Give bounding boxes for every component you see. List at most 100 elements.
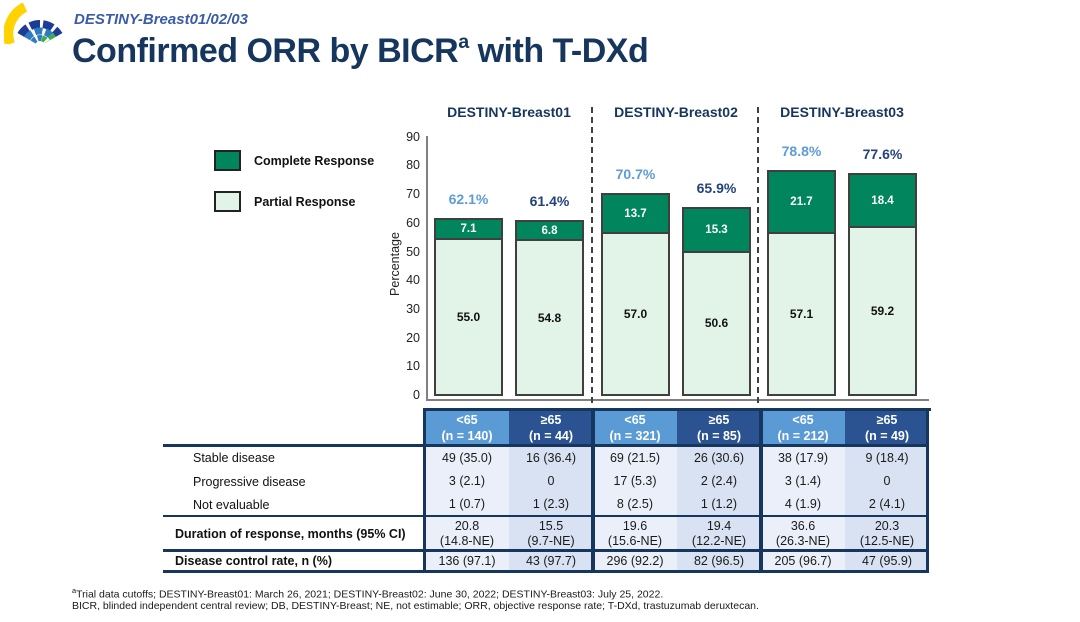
table-cell: 8 (2.5) bbox=[593, 493, 677, 516]
cell-line: (26.3-NE) bbox=[775, 533, 831, 548]
table-cell: 43 (97.7) bbox=[509, 552, 593, 571]
cr-value-label: 6.8 bbox=[541, 224, 558, 237]
page-title: Confirmed ORR by BICRa with T-DXd bbox=[72, 31, 649, 71]
y-tick-label: 70 bbox=[406, 187, 420, 202]
table-cell: 20.8 (14.8-NE) bbox=[425, 516, 509, 551]
age-group-label: ≥65 bbox=[876, 413, 898, 427]
x-axis-line bbox=[426, 399, 929, 401]
partial-response-segment: 50.6 bbox=[684, 253, 749, 394]
y-tick-label: 10 bbox=[406, 359, 420, 374]
stacked-bar: 13.7 57.0 bbox=[601, 193, 670, 396]
table-cell: 38 (17.9) bbox=[761, 446, 845, 470]
pr-value-label: 57.0 bbox=[623, 307, 648, 322]
table-cell: 20.3 (12.5-NE) bbox=[845, 516, 929, 551]
table-cell: 9 (18.4) bbox=[845, 446, 929, 470]
footnote-abbreviations: BICR, blinded independent central review… bbox=[72, 600, 759, 612]
table-border bbox=[591, 408, 595, 573]
y-tick-label: 60 bbox=[406, 215, 420, 230]
table-cell: 19.6 (15.6-NE) bbox=[593, 516, 677, 551]
cell-line: (12.5-NE) bbox=[859, 533, 915, 548]
group-separator-line bbox=[757, 107, 759, 403]
table-cell: 26 (30.6) bbox=[677, 446, 761, 470]
study-header: DESTINY-Breast01 bbox=[447, 104, 571, 120]
table-cell: 15.5 (9.7-NE) bbox=[509, 516, 593, 551]
table-cell: 19.4 (12.2-NE) bbox=[677, 516, 761, 551]
pr-value-label: 57.1 bbox=[789, 307, 814, 322]
table-age-header: <65 (n = 321) bbox=[593, 410, 677, 446]
table-rule bbox=[423, 408, 931, 411]
table-cell: 0 bbox=[509, 470, 593, 493]
footnote-text: BICR, blinded independent central review… bbox=[72, 600, 759, 612]
table-cell: 0 bbox=[845, 470, 929, 493]
orr-percentage-label: 70.7% bbox=[615, 166, 656, 183]
study-header: DESTINY-Breast03 bbox=[780, 104, 904, 120]
table-row-label: Duration of response, months (95% CI) bbox=[165, 516, 423, 551]
orr-percentage-label: 78.8% bbox=[781, 142, 822, 159]
cell-line: 20.3 bbox=[874, 518, 900, 533]
age-group-label: <65 bbox=[624, 413, 646, 427]
table-border bbox=[925, 408, 929, 573]
title-main: Confirmed ORR by BICR bbox=[72, 32, 459, 70]
partial-response-segment: 54.8 bbox=[517, 241, 582, 394]
y-tick-label: 30 bbox=[406, 301, 420, 316]
title-rest: with T-DXd bbox=[468, 32, 649, 70]
table-cell: 36.6 (26.3-NE) bbox=[761, 516, 845, 551]
table-cell: 3 (1.4) bbox=[761, 470, 845, 493]
sample-size-label: (n = 49) bbox=[864, 429, 910, 443]
y-tick-label: 0 bbox=[413, 388, 420, 402]
table-border bbox=[423, 408, 426, 573]
partial-response-swatch-icon bbox=[214, 191, 241, 212]
cr-value-label: 15.3 bbox=[705, 223, 728, 236]
pr-value-label: 59.2 bbox=[870, 304, 895, 319]
stacked-bar: 6.8 54.8 bbox=[515, 219, 584, 396]
legend-item-partial-response: Partial Response bbox=[214, 191, 355, 212]
table-rule bbox=[163, 549, 929, 552]
table-cell: 4 (1.9) bbox=[761, 493, 845, 516]
table-cell: 82 (96.5) bbox=[677, 552, 761, 571]
table-age-header: <65 (n = 140) bbox=[425, 410, 509, 446]
stacked-bar: 18.4 59.2 bbox=[848, 173, 917, 396]
y-tick-label: 50 bbox=[406, 244, 420, 259]
complete-response-segment: 21.7 bbox=[769, 171, 834, 235]
age-group-label: ≥65 bbox=[540, 413, 562, 427]
table-rule bbox=[163, 514, 929, 517]
legend-label: Complete Response bbox=[254, 153, 375, 168]
table-row-label: Stable disease bbox=[165, 446, 423, 470]
sample-size-label: (n = 140) bbox=[441, 429, 493, 443]
legend-item-complete-response: Complete Response bbox=[214, 150, 374, 171]
legend-label: Partial Response bbox=[254, 194, 356, 209]
partial-response-segment: 57.0 bbox=[603, 234, 668, 394]
complete-response-segment: 6.8 bbox=[517, 221, 582, 242]
footnote-text: Trial data cutoffs; DESTINY-Breast01: Ma… bbox=[76, 588, 664, 601]
stacked-bar: 15.3 50.6 bbox=[682, 206, 751, 396]
table-cell: 2 (4.1) bbox=[845, 493, 929, 516]
table-cell: 17 (5.3) bbox=[593, 470, 677, 493]
pr-value-label: 54.8 bbox=[537, 310, 562, 325]
age-group-label: ≥65 bbox=[708, 413, 730, 427]
y-tick-label: 80 bbox=[406, 158, 420, 173]
orr-percentage-label: 77.6% bbox=[862, 146, 903, 163]
cell-line: (9.7-NE) bbox=[527, 533, 575, 548]
y-tick-label: 90 bbox=[406, 129, 420, 144]
cell-line: 19.6 bbox=[622, 518, 648, 533]
table-age-header: ≥65 (n = 85) bbox=[677, 410, 761, 446]
orr-percentage-label: 62.1% bbox=[448, 190, 489, 207]
footnote-superscript: a bbox=[72, 586, 77, 595]
table-rule bbox=[163, 444, 929, 447]
cr-value-label: 21.7 bbox=[790, 195, 813, 208]
y-tick-label: 40 bbox=[406, 273, 420, 288]
table-cell: 136 (97.1) bbox=[425, 552, 509, 571]
table-border bbox=[759, 408, 763, 573]
table-cell: 16 (36.4) bbox=[509, 446, 593, 470]
program-label: DESTINY-Breast01/02/03 bbox=[74, 11, 248, 28]
table-cell: 296 (92.2) bbox=[593, 552, 677, 571]
table-cell: 47 (95.9) bbox=[845, 552, 929, 571]
y-axis-line bbox=[426, 136, 428, 400]
table-age-header: <65 (n = 212) bbox=[761, 410, 845, 446]
sample-size-label: (n = 321) bbox=[609, 429, 661, 443]
stacked-bar: 7.1 55.0 bbox=[434, 217, 503, 396]
cell-line: 20.8 bbox=[454, 518, 480, 533]
table-cell: 2 (2.4) bbox=[677, 470, 761, 493]
cell-line: 15.5 bbox=[538, 518, 564, 533]
